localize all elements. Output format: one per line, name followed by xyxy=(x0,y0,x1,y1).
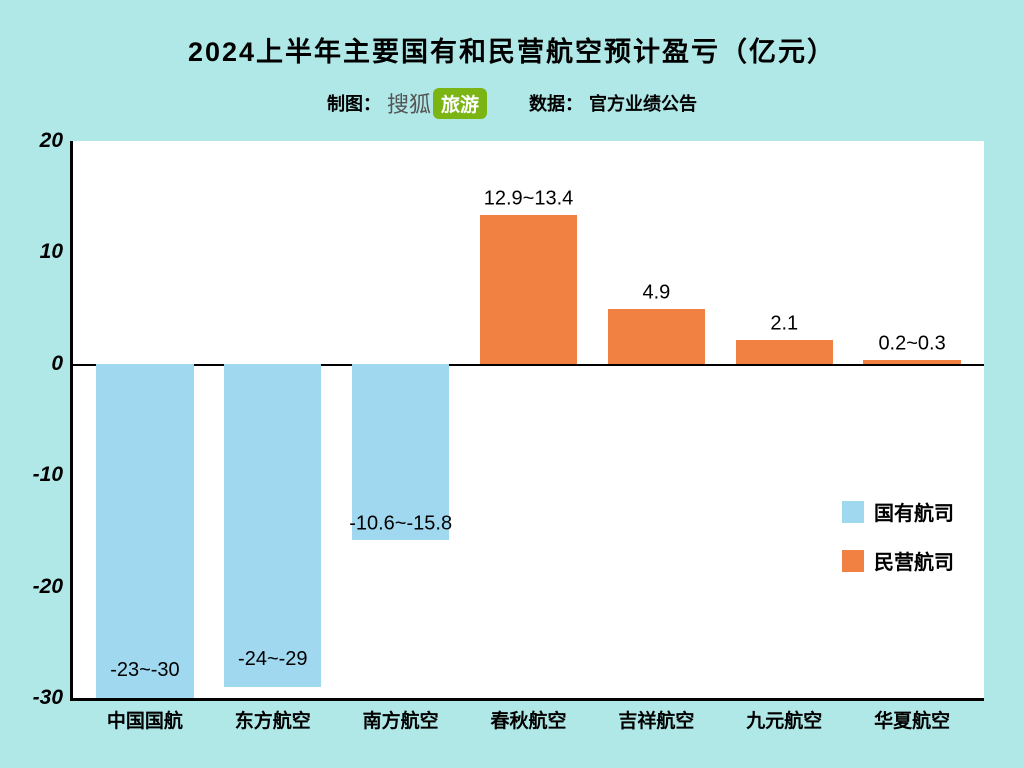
bar-value-label: 4.9 xyxy=(567,282,746,305)
x-tick-label: 九元航空 xyxy=(746,706,822,733)
x-tick-label: 华夏航空 xyxy=(874,706,950,733)
bar-slot: 4.9吉祥航空 xyxy=(592,141,720,698)
bar xyxy=(96,364,193,698)
legend: 国有航司民营航司 xyxy=(842,497,954,575)
x-tick-label: 吉祥航空 xyxy=(618,706,694,733)
brand-logo: 搜狐 旅游 xyxy=(387,87,487,119)
chart-container: 2024上半年主要国有和民营航空预计盈亏（亿元） 制图： 搜狐 旅游 数据： 官… xyxy=(0,0,1024,768)
bars-group: -23~-30中国国航-24~-29东方航空-10.6~-15.8南方航空12.… xyxy=(73,141,984,698)
bar xyxy=(608,309,705,364)
data-source: 官方业绩公告 xyxy=(589,90,697,116)
bar-slot: -10.6~-15.8南方航空 xyxy=(337,141,465,698)
legend-swatch xyxy=(842,550,864,572)
chart-title: 2024上半年主要国有和民营航空预计盈亏（亿元） xyxy=(30,30,994,69)
bar xyxy=(863,360,960,363)
legend-label: 民营航司 xyxy=(874,546,954,575)
chart-frame: -23~-30中国国航-24~-29东方航空-10.6~-15.8南方航空12.… xyxy=(70,141,984,701)
bar-value-label: 0.2~0.3 xyxy=(823,333,1002,356)
bar-slot: 12.9~13.4春秋航空 xyxy=(465,141,593,698)
plot-area: -23~-30中国国航-24~-29东方航空-10.6~-15.8南方航空12.… xyxy=(73,141,984,698)
bar xyxy=(480,215,577,364)
chart-subtitle: 制图： 搜狐 旅游 数据： 官方业绩公告 xyxy=(30,87,994,119)
legend-swatch xyxy=(842,501,864,523)
bar-value-label: 12.9~13.4 xyxy=(439,187,618,210)
bar-slot: 2.1九元航空 xyxy=(720,141,848,698)
legend-item: 国有航司 xyxy=(842,497,954,526)
legend-item: 民营航司 xyxy=(842,546,954,575)
brand-badge: 旅游 xyxy=(433,88,487,119)
x-tick-label: 南方航空 xyxy=(363,706,439,733)
bar-slot: -23~-30中国国航 xyxy=(81,141,209,698)
x-tick-label: 东方航空 xyxy=(235,706,311,733)
bar-value-label: -10.6~-15.8 xyxy=(311,512,490,535)
bar-slot: 0.2~0.3华夏航空 xyxy=(848,141,976,698)
brand-text: 搜狐 xyxy=(387,87,431,119)
x-tick-label: 中国国航 xyxy=(107,706,183,733)
y-tick-label: -10 xyxy=(33,463,63,487)
y-tick-label: 0 xyxy=(51,352,63,376)
chart-outer: -23~-30中国国航-24~-29东方航空-10.6~-15.8南方航空12.… xyxy=(70,141,984,701)
credit-label: 制图： xyxy=(327,90,381,116)
x-tick-label: 春秋航空 xyxy=(490,706,566,733)
data-label: 数据： xyxy=(529,90,583,116)
y-tick-label: -30 xyxy=(33,686,63,710)
legend-label: 国有航司 xyxy=(874,497,954,526)
bar xyxy=(224,364,321,687)
y-tick-label: 10 xyxy=(40,240,63,264)
bar xyxy=(736,340,833,363)
bar-value-label: -24~-29 xyxy=(183,648,362,671)
y-tick-label: 20 xyxy=(40,129,63,153)
bar-slot: -24~-29东方航空 xyxy=(209,141,337,698)
y-tick-label: -20 xyxy=(33,575,63,599)
